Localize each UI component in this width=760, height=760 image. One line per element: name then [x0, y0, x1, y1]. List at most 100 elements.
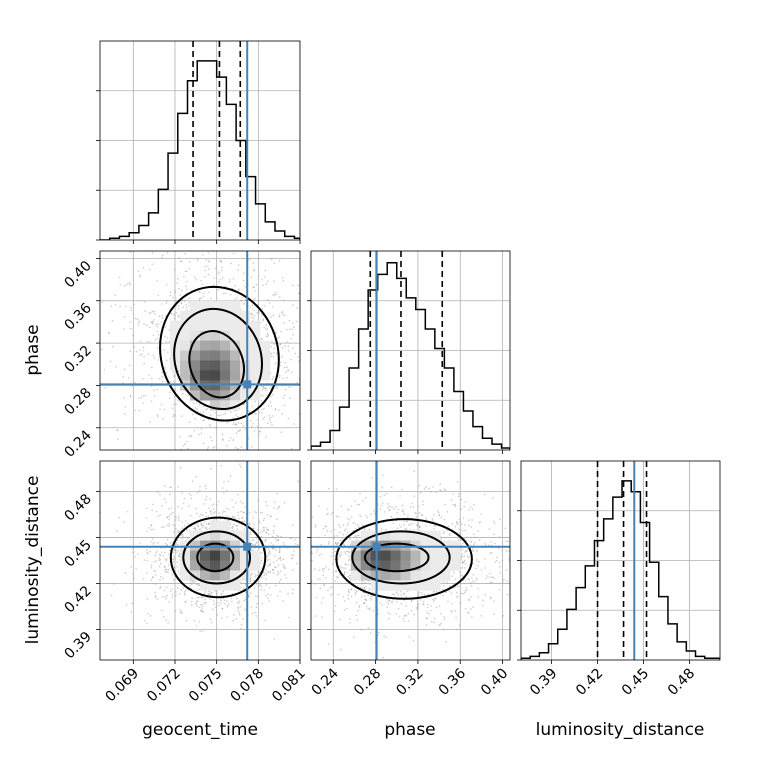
sample-point	[525, 515, 527, 517]
sample-point	[279, 556, 282, 559]
sample-point	[464, 550, 467, 552]
sample-point	[157, 247, 159, 249]
sample-point	[361, 587, 364, 590]
sample-point	[169, 391, 171, 394]
sample-point	[303, 551, 305, 553]
sample-point	[410, 609, 413, 612]
sample-point	[244, 299, 247, 301]
sample-point	[465, 587, 468, 589]
sample-point	[151, 252, 154, 254]
sample-point	[355, 527, 357, 530]
sample-point	[139, 349, 141, 351]
sample-point	[416, 606, 419, 609]
sample-point	[370, 599, 372, 601]
sample-point	[190, 435, 193, 438]
sample-point	[272, 572, 275, 574]
sample-point	[455, 616, 457, 619]
sample-point	[286, 328, 288, 331]
sample-point	[185, 303, 187, 306]
sample-point	[357, 534, 360, 537]
sample-point	[377, 612, 380, 614]
sample-point	[123, 521, 125, 524]
sample-point	[168, 564, 170, 566]
sample-point	[270, 355, 273, 357]
sample-point	[321, 616, 323, 618]
sample-point	[219, 414, 222, 417]
sample-point	[257, 582, 260, 585]
sample-point	[116, 429, 118, 432]
sample-point	[427, 603, 429, 606]
sample-point	[194, 407, 197, 409]
sample-point	[176, 282, 179, 284]
sample-point	[254, 573, 257, 576]
sample-point	[264, 524, 266, 526]
sample-point	[438, 624, 441, 626]
sample-point	[429, 490, 432, 493]
sample-point	[159, 586, 162, 588]
sample-point	[147, 612, 149, 615]
sample-point	[139, 276, 141, 278]
sample-point	[267, 593, 269, 596]
sample-point	[277, 539, 279, 541]
sample-point	[198, 528, 201, 531]
density-cell	[240, 550, 251, 561]
sample-point	[291, 304, 294, 306]
sample-point	[218, 271, 220, 273]
sample-point	[459, 521, 461, 523]
sample-point	[187, 394, 190, 397]
sample-point	[323, 339, 325, 341]
sample-point	[464, 563, 467, 565]
sample-point	[347, 598, 349, 600]
sample-point	[161, 246, 163, 248]
sample-point	[342, 595, 345, 598]
sample-point	[252, 612, 254, 615]
sample-point	[266, 332, 269, 335]
sample-point	[236, 494, 239, 496]
sample-point	[130, 327, 132, 330]
sample-point	[365, 599, 368, 602]
sample-point	[210, 297, 212, 300]
sample-point	[203, 593, 206, 595]
sample-point	[343, 600, 346, 602]
density-cell	[200, 320, 211, 331]
density-cell	[430, 560, 441, 571]
sample-point	[525, 569, 527, 571]
density-cell	[180, 570, 191, 581]
sample-point	[494, 542, 496, 545]
sample-point	[505, 550, 508, 552]
sample-point	[152, 334, 155, 337]
sample-point	[312, 426, 314, 428]
sample-point	[252, 299, 255, 301]
sample-point	[387, 611, 389, 614]
sample-point	[432, 591, 435, 593]
density-cell	[220, 520, 231, 531]
sample-point	[435, 491, 438, 493]
sample-point	[301, 528, 303, 530]
sample-point	[209, 436, 212, 439]
sample-point	[295, 600, 297, 602]
sample-point	[485, 577, 487, 580]
sample-point	[326, 327, 328, 329]
sample-point	[273, 343, 275, 345]
density-cell	[200, 310, 211, 321]
contour-level	[159, 285, 280, 422]
sample-point	[189, 260, 191, 263]
sample-point	[484, 567, 487, 569]
density-cell	[240, 530, 251, 541]
sample-point	[160, 403, 163, 406]
sample-point	[334, 527, 336, 529]
sample-point	[382, 656, 385, 659]
sample-point	[368, 589, 370, 592]
sample-point	[418, 484, 421, 487]
sample-point	[316, 526, 318, 528]
sample-point	[197, 525, 199, 527]
sample-point	[502, 581, 504, 583]
sample-point	[403, 593, 406, 595]
sample-point	[463, 559, 466, 562]
sample-point	[257, 500, 260, 502]
sample-point	[327, 512, 329, 515]
sample-point	[220, 261, 223, 263]
sample-point	[184, 270, 186, 273]
density-cell	[220, 550, 231, 561]
sample-point	[467, 577, 470, 580]
